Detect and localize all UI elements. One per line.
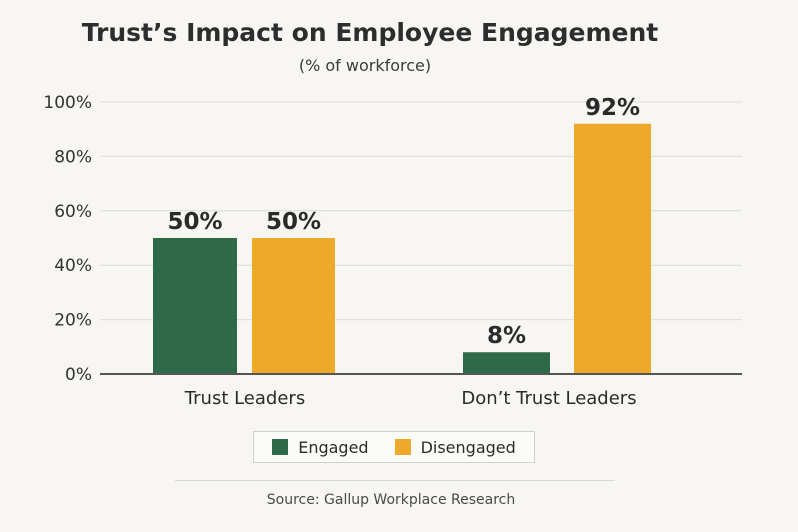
engaged-bar-trust-leaders (153, 238, 237, 374)
data-label: 50% (167, 209, 222, 235)
y-tick-label: 40% (54, 256, 92, 276)
chart-title: Trust’s Impact on Employee Engagement (81, 18, 659, 47)
x-category-label: Trust Leaders (184, 388, 305, 409)
y-tick-label: 60% (54, 202, 92, 222)
data-label: 92% (585, 95, 640, 121)
data-labels: 50% 8% 50% 92% (167, 95, 640, 349)
source-divider (175, 480, 615, 481)
legend: Engaged Disengaged (253, 431, 535, 463)
legend-label-disengaged: Disengaged (420, 437, 516, 457)
legend-item-engaged: Engaged (272, 437, 369, 457)
bars (153, 123, 651, 374)
disengaged-bar-dont-trust-leaders (574, 123, 651, 374)
legend-label-engaged: Engaged (298, 437, 369, 457)
engaged-bar-dont-trust-leaders (463, 352, 550, 374)
x-category-label: Don’t Trust Leaders (461, 388, 636, 409)
engaged-swatch (272, 439, 289, 455)
source-note: Source: Gallup Workplace Research (266, 492, 516, 508)
y-tick-label: 20% (54, 311, 92, 331)
data-label: 8% (487, 323, 526, 349)
y-tick-label: 100% (43, 93, 92, 113)
x-axis-categories: Trust Leaders Don’t Trust Leaders (184, 388, 637, 409)
legend-item-disengaged: Disengaged (394, 437, 516, 457)
y-axis-ticks: 0% 20% 40% 60% 80% 100% (43, 93, 92, 385)
y-tick-label: 0% (65, 365, 92, 385)
disengaged-swatch (394, 439, 411, 455)
y-tick-label: 80% (54, 147, 92, 167)
data-label: 50% (266, 209, 321, 235)
chart-subtitle: (% of workforce) (298, 56, 432, 75)
disengaged-bar-trust-leaders (252, 238, 335, 374)
